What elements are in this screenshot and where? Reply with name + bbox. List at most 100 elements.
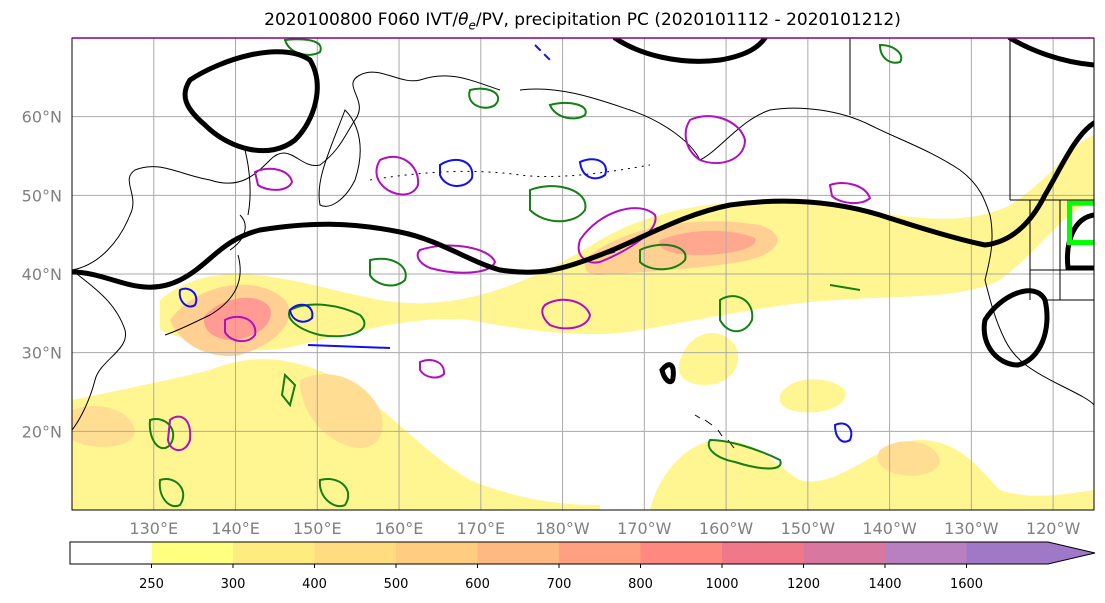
pc-7 — [541, 298, 592, 330]
thetae-3 — [288, 303, 314, 323]
colorbar-label: 1000 — [705, 577, 738, 592]
pv-4 — [548, 102, 587, 120]
thetae-7 — [178, 287, 198, 308]
target-region-box — [1066, 200, 1094, 246]
map-layers — [72, 38, 1094, 510]
pv-6 — [639, 243, 687, 271]
ivt-blob-2 — [779, 379, 846, 413]
x-tick-label: 140°E — [211, 519, 260, 538]
x-tick-labels: 130°E 140°E 150°E 160°E 170°E 180°W 170°W 160°W… — [129, 519, 1080, 538]
colorbar: 250 300 400 500 600 700 800 1000 1200 1400 1600 — [69, 541, 1096, 592]
colorbar-segment — [70, 542, 152, 564]
coastline-asia — [72, 71, 501, 271]
border-us-canada — [849, 38, 1094, 201]
pc-10 — [166, 415, 192, 452]
pv-8 — [707, 438, 782, 470]
us-states — [1029, 200, 1094, 301]
colorbar-label: 250 — [139, 577, 164, 592]
jet-main — [72, 120, 1094, 290]
coastlines — [72, 38, 1094, 449]
colorbar-segment — [640, 542, 723, 564]
colorbar-label: 300 — [221, 577, 246, 592]
colorbar-segment — [885, 542, 967, 564]
jet-north — [612, 38, 1094, 68]
colorbar-label: 500 — [384, 577, 409, 592]
colorbar-label: 800 — [628, 577, 653, 592]
colorbar-label: 1600 — [950, 577, 983, 592]
colorbar-segment — [477, 542, 560, 564]
x-tick-label: 150°W — [781, 519, 836, 538]
pv-13 — [158, 478, 185, 508]
jet-small — [659, 362, 676, 385]
pv-contours — [148, 38, 903, 508]
colorbar-extend-arrow — [1048, 542, 1095, 564]
colorbar-segment — [314, 542, 397, 564]
coastline-alaska — [519, 88, 1094, 406]
pv-7 — [719, 295, 754, 333]
jet-ring-se — [981, 288, 1050, 368]
x-tick-label: 180°W — [535, 519, 590, 538]
pc-2 — [416, 244, 497, 274]
colorbar-label: 1400 — [868, 577, 901, 592]
ivt-blob-1 — [678, 333, 739, 385]
hawaii — [694, 414, 735, 449]
colorbar-segment — [803, 542, 886, 564]
chart-title: 2020100800 F060 IVT/θe/PV, precipitation… — [264, 10, 901, 33]
thetae-4 — [307, 344, 391, 349]
coastline-china — [72, 269, 126, 431]
pc-6 — [224, 315, 257, 343]
x-tick-label: 160°W — [699, 519, 754, 538]
colorbar-segment — [966, 542, 1049, 564]
pv-3 — [468, 87, 500, 109]
thetae-6 — [833, 422, 853, 443]
pc-5 — [253, 167, 294, 191]
colorbar-label: 600 — [465, 577, 490, 592]
japan — [164, 214, 246, 336]
x-tick-label: 150°E — [293, 519, 342, 538]
pv-10 — [283, 38, 322, 56]
x-tick-label: 160°E — [375, 519, 424, 538]
pc-8 — [828, 182, 872, 204]
pv-1 — [369, 257, 407, 287]
colorbar-label: 1200 — [787, 577, 820, 592]
colorbar-segment — [233, 542, 315, 564]
jet-ring-nw — [182, 49, 320, 154]
ivt-core-5 — [300, 374, 383, 449]
y-tick-label: 30°N — [22, 344, 62, 363]
ivt-core-6 — [877, 441, 940, 476]
ivt-core-7 — [72, 406, 135, 447]
pv-14 — [280, 372, 297, 408]
pv-12 — [318, 478, 350, 508]
x-tick-label: 130°E — [129, 519, 178, 538]
x-tick-label: 170°E — [456, 519, 505, 538]
x-tick-label: 170°W — [617, 519, 672, 538]
colorbar-outline — [69, 541, 1096, 565]
pv-5 — [529, 185, 587, 223]
ivt-core-4 — [204, 297, 271, 340]
y-tick-label: 50°N — [22, 186, 62, 205]
ivt-core-2 — [659, 230, 756, 255]
sakhalin — [244, 149, 251, 216]
pc-1 — [375, 155, 420, 196]
x-tick-label: 130°W — [944, 519, 999, 538]
pc-9 — [419, 359, 446, 379]
colorbar-label: 700 — [547, 577, 572, 592]
pc-4 — [684, 115, 747, 165]
colorbar-segment — [151, 542, 234, 564]
colorbar-segment — [396, 542, 478, 564]
pv-2 — [288, 303, 366, 338]
y-tick-label: 60°N — [22, 108, 62, 127]
colorbar-label: 400 — [302, 577, 327, 592]
pv-11 — [829, 43, 903, 291]
kamchatka — [318, 109, 361, 207]
x-tick-label: 120°W — [1026, 519, 1081, 538]
y-tick-label: 40°N — [22, 265, 62, 284]
x-tick-label: 140°W — [862, 519, 917, 538]
thetae-1 — [439, 158, 474, 187]
colorbar-segment — [559, 542, 641, 564]
y-tick-labels: 20°N 30°N 40°N 50°N 60°N — [22, 108, 62, 442]
colorbar-segment — [722, 542, 804, 564]
thetae-2 — [578, 158, 607, 180]
ivt-plume-south — [650, 440, 1094, 510]
